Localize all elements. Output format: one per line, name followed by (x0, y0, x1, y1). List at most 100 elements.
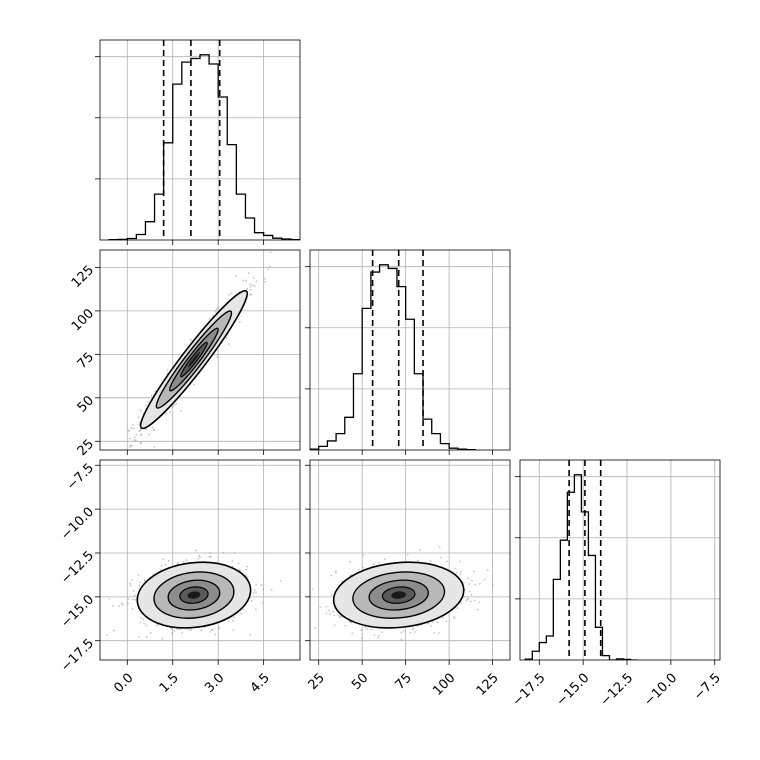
scatter-point (227, 343, 230, 346)
scatter-point (340, 615, 343, 618)
scatter-point (333, 624, 336, 626)
scatter-point (135, 433, 138, 436)
scatter-point (128, 437, 131, 440)
scatter-point (453, 615, 455, 618)
scatter-area (310, 460, 510, 660)
scatter-point (267, 268, 270, 271)
scatter-point (483, 578, 486, 581)
scatter-point (242, 608, 245, 611)
scatter-point (349, 560, 352, 563)
scatter-point (360, 637, 363, 640)
scatter-point (193, 383, 196, 386)
scatter-point (189, 629, 192, 632)
scatter-point (139, 409, 142, 412)
scatter-point (131, 579, 134, 581)
scatter-point (161, 637, 164, 640)
scatter-point (209, 551, 212, 554)
x-tick-label: −12.5 (598, 671, 637, 710)
scatter-point (185, 559, 188, 561)
scatter-point (208, 317, 211, 320)
scatter-point (140, 441, 142, 444)
scatter-point (216, 356, 219, 358)
density-peak (391, 591, 407, 599)
scatter-point (197, 557, 200, 560)
scatter-point (90, 482, 92, 484)
y-tick-label: −15.0 (58, 592, 97, 631)
scatter-point (175, 403, 178, 405)
scatter-point (235, 274, 237, 277)
hist-panel-1 (95, 39, 301, 245)
scatter-point (138, 430, 141, 433)
scatter-point (166, 369, 169, 372)
scatter-point (247, 272, 250, 275)
y-tick-label: −7.5 (64, 461, 97, 494)
scatter-point (402, 630, 405, 632)
x-tick-label: 100 (430, 671, 458, 699)
scatter-point (172, 406, 174, 408)
scatter-point (128, 429, 131, 432)
x-tick-label: −15.0 (554, 671, 593, 710)
scatter-panel-3 (305, 459, 511, 665)
scatter-point (406, 553, 409, 556)
scatter-point (149, 631, 152, 634)
hist-frame (309, 249, 511, 451)
scatter-point (132, 427, 135, 430)
scatter-point (433, 631, 436, 634)
scatter-point (176, 628, 179, 631)
scatter-point (250, 293, 253, 296)
scatter-point (143, 622, 146, 625)
scatter-point (312, 588, 314, 591)
scatter-point (255, 583, 258, 586)
y-tick-label: −12.5 (58, 548, 97, 587)
x-tick-label: −17.5 (510, 671, 549, 710)
scatter-frame (99, 459, 301, 661)
scatter-point (453, 617, 456, 620)
scatter-point (459, 573, 462, 576)
scatter-point (330, 593, 333, 596)
scatter-point (106, 634, 108, 637)
scatter-point (279, 580, 282, 582)
scatter-point (159, 568, 162, 571)
y-tick-label: −17.5 (58, 636, 97, 675)
scatter-point (162, 558, 164, 561)
y-tick-label: −10.0 (58, 505, 97, 544)
scatter-point (169, 411, 172, 414)
scatter-point (446, 560, 448, 563)
scatter-point (208, 555, 211, 558)
scatter-point (148, 433, 150, 436)
scatter-point (462, 581, 465, 584)
scatter-point (338, 614, 341, 617)
x-tick-label: 25 (306, 671, 328, 693)
scatter-point (436, 621, 439, 624)
scatter-point (339, 616, 342, 619)
scatter-point (416, 559, 419, 562)
scatter-point (140, 433, 143, 436)
scatter-point (189, 339, 192, 341)
scatter-point (468, 583, 471, 585)
scatter-point (252, 276, 255, 279)
scatter-point (246, 287, 249, 290)
scatter-point (195, 549, 198, 552)
x-tick-label: 0.0 (111, 671, 136, 696)
scatter-point (153, 429, 156, 432)
scatter-point (250, 600, 253, 602)
scatter-point (134, 439, 137, 442)
scatter-point (138, 423, 141, 426)
scatter-point (478, 601, 481, 603)
scatter-point (378, 561, 380, 564)
scatter-point (139, 442, 142, 445)
scatter-point (129, 444, 132, 447)
scatter-frame (99, 249, 301, 451)
scatter-point (269, 265, 272, 268)
y-tick-label: 75 (75, 350, 97, 372)
scatter-point (467, 597, 470, 600)
scatter-point (249, 294, 251, 296)
scatter-point (131, 423, 134, 426)
scatter-point (260, 584, 263, 586)
scatter-point (262, 588, 265, 591)
scatter-point (233, 616, 235, 619)
scatter-point (239, 612, 242, 615)
scatter-point (145, 636, 148, 638)
y-tick-label: 50 (75, 393, 97, 415)
scatter-frame (309, 459, 511, 661)
